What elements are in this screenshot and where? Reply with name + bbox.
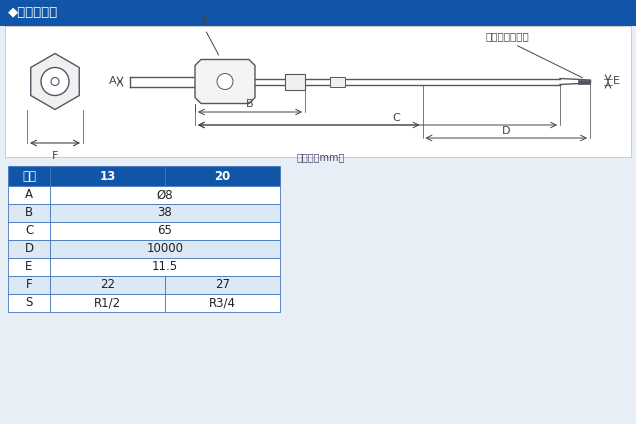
- Text: （単位：mm）: （単位：mm）: [296, 152, 345, 162]
- Text: C: C: [25, 224, 33, 237]
- Text: D: D: [502, 126, 511, 136]
- Text: B: B: [25, 206, 33, 220]
- Bar: [285, 73, 305, 89]
- Bar: [8, 276, 50, 294]
- Text: R1/2: R1/2: [94, 296, 121, 310]
- Bar: [0, 0, 636, 26]
- Bar: [8, 258, 50, 276]
- Bar: [165, 294, 280, 312]
- Text: 10000: 10000: [146, 243, 184, 256]
- Bar: [50, 166, 165, 186]
- Bar: [50, 294, 165, 312]
- Bar: [8, 222, 50, 240]
- Text: 65: 65: [158, 224, 172, 237]
- Bar: [8, 186, 50, 204]
- Bar: [50, 276, 165, 294]
- Text: 22: 22: [100, 279, 115, 292]
- Text: Ø8: Ø8: [156, 189, 174, 201]
- Text: ハンダディップ: ハンダディップ: [485, 31, 529, 42]
- Text: F: F: [52, 151, 58, 161]
- Text: C: C: [392, 113, 399, 123]
- Text: D: D: [24, 243, 34, 256]
- Text: E: E: [613, 76, 620, 86]
- Text: 20: 20: [214, 170, 231, 182]
- Bar: [8, 294, 50, 312]
- Text: R3/4: R3/4: [209, 296, 236, 310]
- Bar: [165, 166, 280, 186]
- Circle shape: [217, 73, 233, 89]
- Bar: [50, 240, 280, 258]
- Text: A: A: [109, 76, 117, 86]
- Bar: [8, 240, 50, 258]
- Circle shape: [51, 78, 59, 86]
- Text: A: A: [25, 189, 33, 201]
- Text: 27: 27: [215, 279, 230, 292]
- Text: 38: 38: [158, 206, 172, 220]
- Bar: [50, 258, 280, 276]
- Text: 11.5: 11.5: [152, 260, 178, 273]
- Bar: [8, 204, 50, 222]
- Text: S: S: [200, 17, 207, 26]
- Bar: [330, 76, 345, 86]
- Bar: [165, 276, 280, 294]
- Circle shape: [41, 67, 69, 95]
- Text: S: S: [25, 296, 32, 310]
- Bar: [50, 186, 280, 204]
- Bar: [50, 222, 280, 240]
- Text: 口径: 口径: [22, 170, 36, 182]
- Polygon shape: [31, 53, 80, 109]
- Text: F: F: [25, 279, 32, 292]
- Text: B: B: [246, 99, 254, 109]
- Text: E: E: [25, 260, 32, 273]
- Polygon shape: [195, 59, 255, 103]
- Bar: [578, 80, 590, 84]
- Text: 13: 13: [99, 170, 116, 182]
- Bar: [50, 204, 280, 222]
- Text: ◆水温センサ: ◆水温センサ: [8, 6, 59, 20]
- Bar: [8, 166, 50, 186]
- Bar: [5, 26, 631, 157]
